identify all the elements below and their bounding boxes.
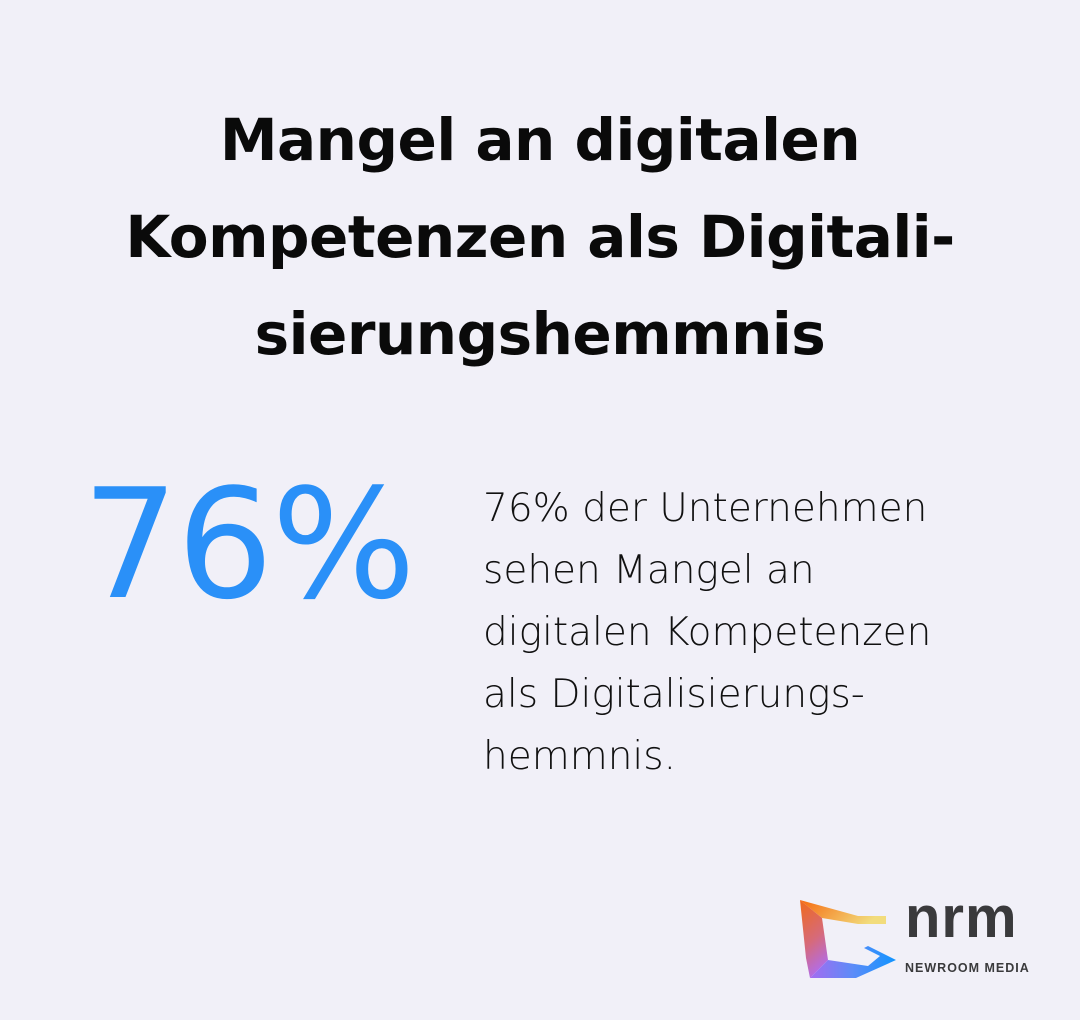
- description-line: 76% der Unternehmen: [483, 486, 928, 531]
- logo-tagline: NEWROOM MEDIA: [905, 961, 1030, 975]
- title-line: sierungshemmnis: [254, 300, 826, 368]
- logo-wordmark: nrm: [905, 885, 1018, 950]
- logo-mark-icon: [800, 900, 896, 978]
- description-line: sehen Mangel an: [483, 548, 815, 593]
- stat-description: 76% der Unternehmen sehen Mangel an digi…: [483, 478, 931, 788]
- description-line: hemmnis.: [483, 734, 676, 779]
- description-line: digitalen Kompetenzen: [483, 610, 932, 655]
- page-title: Mangel an digitalen Kompetenzen als Digi…: [0, 92, 1080, 383]
- description-line: als Digitalisierungs-: [483, 672, 865, 717]
- title-line: Mangel an digitalen: [219, 106, 861, 174]
- stat-value: 76%: [82, 456, 416, 633]
- newroom-media-logo: nrm NEWROOM MEDIA: [798, 885, 1048, 982]
- title-line: Kompetenzen als Digitali-: [125, 203, 955, 271]
